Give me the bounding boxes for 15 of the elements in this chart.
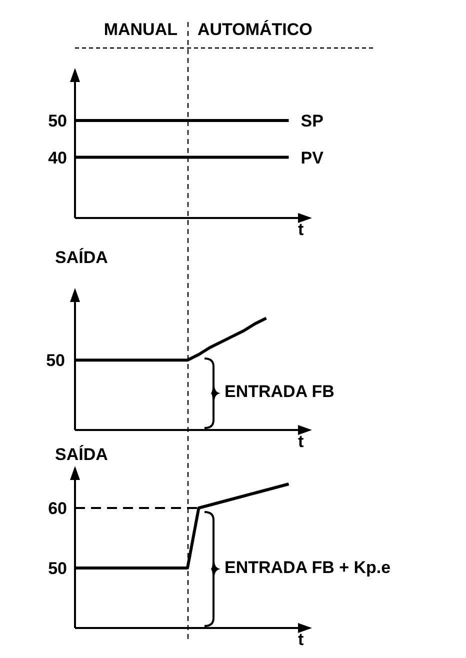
y-axis-title: SAÍDA	[55, 248, 108, 268]
annotation: ENTRADA FB + Kp.e	[224, 558, 391, 578]
x-axis-title: t	[298, 432, 304, 452]
y-tick-label: 50	[48, 112, 67, 131]
text: AUTOMÁTICO	[198, 20, 312, 40]
y-tick-label: 40	[48, 148, 67, 168]
annotation: ENTRADA FB	[224, 382, 334, 402]
y-tick-label: 60	[48, 499, 67, 518]
y-tick-label: 50	[48, 559, 67, 578]
series-label: PV	[300, 148, 324, 168]
y-axis-title: SAÍDA	[55, 445, 108, 465]
x-axis-title: t	[298, 220, 304, 240]
series-label: SP	[300, 111, 324, 130]
text: MANUAL	[104, 20, 178, 40]
x-axis-title: t	[298, 630, 304, 650]
